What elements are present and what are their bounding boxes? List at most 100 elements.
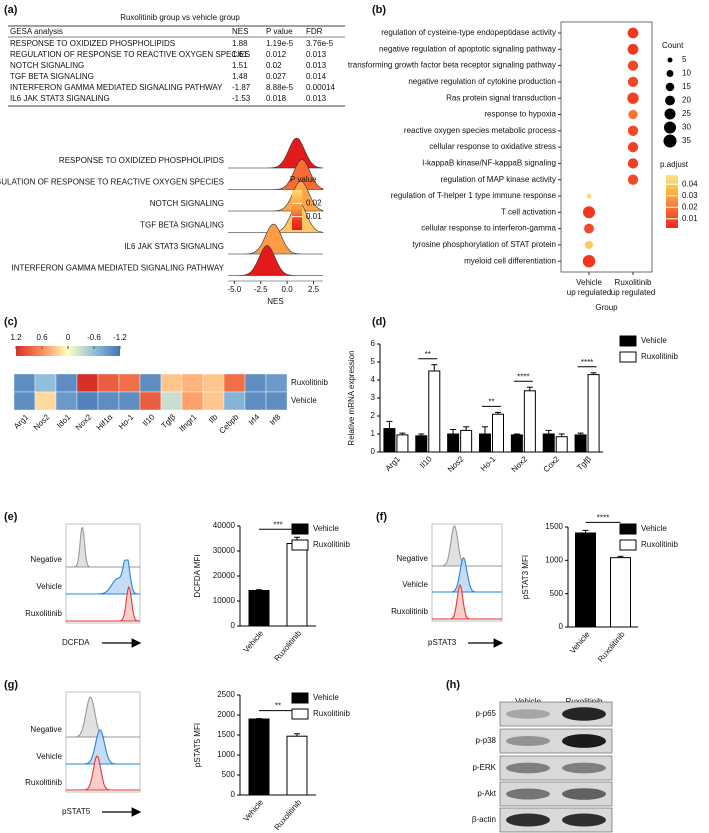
- column-label: Il10: [141, 412, 157, 428]
- error-bar: [617, 555, 624, 558]
- column-label: Ifngr1: [178, 412, 199, 433]
- blot-band: [506, 788, 550, 800]
- heatmap-cell: [160, 373, 183, 393]
- y-tick-label: 0: [231, 621, 236, 630]
- legend-label: 5: [682, 55, 687, 64]
- histogram: [432, 557, 502, 593]
- panel-title: Ruxolitinib group vs vehicle group: [120, 13, 240, 22]
- x-tick-label: Cox2: [542, 454, 562, 474]
- heatmap-cell: [139, 373, 162, 393]
- x-axis-title: Group: [595, 303, 618, 312]
- blot-band: [506, 813, 550, 827]
- blot-band: [506, 735, 550, 747]
- legend-swatch: [291, 692, 309, 704]
- y-tick-label: 2500: [217, 690, 235, 699]
- panel-label: (e): [4, 511, 18, 523]
- blot-row-label: p-p65: [476, 709, 497, 718]
- legend-label: 30: [682, 123, 691, 132]
- histogram-axis-title: pSTAT3: [428, 638, 457, 647]
- heatmap-cell: [223, 373, 246, 393]
- table-cell: 0.013: [306, 50, 327, 59]
- table-cell: TGF BETA SIGNALING: [10, 72, 94, 81]
- panel-label: (d): [372, 316, 386, 328]
- y-tick-label: regulation of T-helper 1 type immune res…: [391, 191, 557, 200]
- table-cell: 0.012: [266, 50, 287, 59]
- table-cell: -1.53: [232, 94, 251, 103]
- ridge-label: INTERFERON GAMMA MEDIATED SIGNALING PATH…: [12, 264, 225, 273]
- heatmap-cell: [223, 391, 246, 411]
- y-axis-title: pSTAT5 MFI: [193, 723, 202, 767]
- x-tick-label: up regulated: [611, 288, 655, 297]
- table-header: FDR: [306, 27, 323, 36]
- x-tick-label: Nox2: [510, 454, 530, 474]
- y-axis-title: Relative mRNA expression: [347, 350, 356, 445]
- x-tick-label: 0.0: [282, 285, 294, 294]
- histogram-label: Vehicle: [36, 752, 62, 761]
- legend-title: Count: [662, 41, 684, 50]
- histogram-label: Ruxolitinib: [391, 607, 428, 616]
- x-tick-label: -5.0: [227, 285, 241, 294]
- y-tick-label: regulation of cysteine-type endopeptidas…: [381, 28, 556, 37]
- blot-column-label: Ruxolitinib: [566, 697, 603, 706]
- legend-swatch: [291, 539, 309, 551]
- histogram-frame: [65, 691, 141, 793]
- legend-label: 20: [682, 96, 691, 105]
- histogram: [66, 729, 140, 765]
- table-cell: NOTCH SIGNALING: [10, 61, 84, 70]
- significance-label: **: [488, 398, 494, 407]
- y-tick-label: 1500: [217, 730, 235, 739]
- panel-label: (a): [4, 4, 18, 16]
- heatmap-cell: [202, 391, 225, 411]
- ridge: [228, 137, 324, 169]
- ridge-label: NOTCH SIGNALING: [150, 199, 224, 208]
- bar: [460, 429, 473, 453]
- y-tick-label: negative regulation of cytokine producti…: [408, 77, 556, 86]
- error-bar: [463, 426, 470, 431]
- panel-label: (g): [4, 679, 18, 691]
- legend-label: 15: [682, 82, 691, 91]
- y-tick-label: 1: [371, 429, 376, 438]
- error-bar: [482, 426, 488, 434]
- colorbar-tick-label: 0.02: [306, 198, 322, 207]
- dot: [584, 240, 594, 250]
- column-label: Nos2: [32, 412, 52, 432]
- table-cell: 0.018: [266, 94, 287, 103]
- blot-row-label: p-Akt: [477, 789, 496, 798]
- bar: [447, 433, 460, 453]
- heatmap-cell: [244, 391, 267, 411]
- bar: [479, 433, 491, 453]
- error-bar: [418, 433, 425, 436]
- table-cell: 0.02: [266, 61, 282, 70]
- error-bar: [386, 420, 393, 429]
- dot: [627, 158, 639, 169]
- error-bar: [545, 429, 552, 434]
- y-tick-label: 0: [371, 447, 376, 456]
- histogram: [66, 526, 140, 568]
- error-bar: [513, 433, 520, 435]
- table-cell: 1.19e-5: [266, 39, 294, 48]
- x-tick-label: -2.5: [254, 285, 268, 294]
- legend-swatch: [619, 523, 637, 535]
- ridge: [228, 223, 323, 255]
- heatmap-cell: [55, 373, 78, 393]
- bar: [542, 433, 555, 453]
- bar: [248, 718, 270, 796]
- heatmap-cell: [265, 391, 288, 411]
- bar: [286, 543, 308, 627]
- significance-label: **: [275, 702, 281, 711]
- significance-label: ****: [597, 513, 609, 522]
- y-tick-label: 500: [222, 770, 236, 779]
- error-bar: [577, 432, 584, 435]
- legend-label: 10: [682, 69, 691, 78]
- heatmap-cell: [265, 373, 288, 393]
- dot: [586, 193, 592, 199]
- y-tick-label: 0: [231, 790, 236, 799]
- x-tick-label: Vehicle: [576, 278, 602, 287]
- heatmap-cell: [34, 373, 57, 393]
- panel-label: (h): [446, 679, 460, 691]
- x-tick-label: 2.5: [308, 285, 320, 294]
- table-header: GESA analysis: [10, 27, 63, 36]
- x-tick-label: Il10: [418, 454, 434, 470]
- y-tick-label: reactive oxygen species metabolic proces…: [404, 126, 556, 135]
- histogram: [66, 696, 140, 738]
